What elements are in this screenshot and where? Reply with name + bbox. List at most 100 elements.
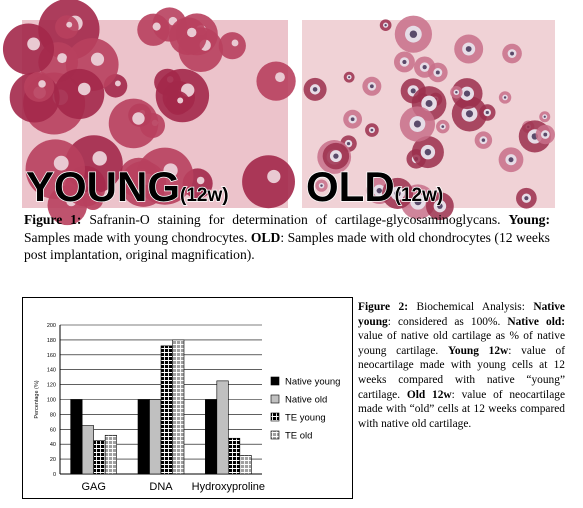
old-label: OLD(12w) xyxy=(306,163,443,210)
lacuna xyxy=(92,151,107,166)
lacuna xyxy=(57,53,68,64)
bar xyxy=(228,437,241,475)
legend-swatch xyxy=(270,376,280,386)
bar xyxy=(149,399,162,475)
lacuna xyxy=(163,163,178,178)
lacuna xyxy=(196,176,205,185)
legend-label: Native old xyxy=(285,395,327,406)
lacuna xyxy=(132,112,145,125)
bar xyxy=(239,455,252,475)
cell-cluster xyxy=(2,23,55,75)
nucleus xyxy=(465,46,472,52)
nucleus xyxy=(437,203,443,209)
caption-text: Young: xyxy=(508,212,551,227)
nucleus xyxy=(485,110,489,115)
bar xyxy=(93,440,106,475)
y-tick-label: 0 xyxy=(53,472,56,478)
nucleus xyxy=(414,198,422,206)
nucleus xyxy=(409,30,418,38)
cell-cluster xyxy=(169,17,207,56)
nucleus xyxy=(384,24,387,27)
cell-cluster xyxy=(136,147,194,205)
y-tick-label: 20 xyxy=(50,457,56,463)
y-tick-label: 140 xyxy=(47,368,56,374)
cell-cluster xyxy=(25,139,85,199)
caption-text: Young 12w xyxy=(447,344,509,357)
lacuna xyxy=(92,195,98,201)
legend-swatch xyxy=(270,394,280,404)
nucleus xyxy=(320,184,323,187)
caption-text: : considered as 100%. xyxy=(387,315,508,328)
caption-text: Safranin-O staining for determination of… xyxy=(81,212,509,227)
lacuna xyxy=(53,155,69,171)
bar xyxy=(160,345,173,475)
nucleus xyxy=(350,117,355,122)
nucleus xyxy=(543,132,548,137)
cell-cluster xyxy=(218,32,246,60)
y-tick-label: 40 xyxy=(50,442,56,448)
lacuna xyxy=(152,22,161,31)
lacuna xyxy=(77,82,91,96)
nucleus xyxy=(370,128,374,132)
caption-text: value of native old cartilage as % of na… xyxy=(358,330,565,357)
nucleus xyxy=(348,76,351,79)
cell-cluster xyxy=(165,90,190,115)
x-tick-label: Hydroxyproline xyxy=(192,481,265,493)
bar xyxy=(216,380,229,475)
lacuna xyxy=(177,97,184,104)
cell-cluster xyxy=(242,155,295,209)
bar xyxy=(137,399,150,475)
bar xyxy=(172,339,185,475)
nucleus xyxy=(543,115,546,118)
nucleus xyxy=(435,70,440,75)
nucleus xyxy=(481,138,486,142)
nucleus xyxy=(312,87,318,92)
bar xyxy=(104,434,117,475)
caption-text: Native young xyxy=(358,301,565,328)
nucleus xyxy=(402,59,407,65)
nucleus xyxy=(376,187,382,194)
caption-text: Biochemical Analysis: xyxy=(408,301,534,313)
lacuna xyxy=(114,80,121,87)
nucleus xyxy=(465,110,474,118)
cell-cluster xyxy=(23,71,55,102)
lacuna xyxy=(267,169,281,184)
caption-text: : value of neocartilage made with young … xyxy=(358,344,565,401)
nucleus xyxy=(369,84,374,89)
caption-text: Samples made with young chondrocytes. xyxy=(24,229,251,245)
legend-label: Native young xyxy=(285,377,340,388)
cell-cluster xyxy=(256,61,296,101)
bar xyxy=(70,399,83,475)
nucleus xyxy=(524,196,529,201)
nucleus xyxy=(441,125,445,128)
lacuna xyxy=(187,27,197,38)
lacuna xyxy=(66,21,73,28)
cell-cluster xyxy=(137,13,170,46)
figure2-caption: Figure 2: Biochemical Analysis: Native y… xyxy=(358,300,565,431)
nucleus xyxy=(455,90,458,94)
caption-text: Native old: xyxy=(507,315,566,328)
legend-swatch xyxy=(270,412,280,422)
y-tick-label: 100 xyxy=(47,398,56,404)
lacuna xyxy=(90,52,105,66)
nucleus xyxy=(410,88,416,94)
caption-text: Figure 2: xyxy=(358,301,409,313)
lacuna xyxy=(27,37,40,51)
y-tick-label: 60 xyxy=(50,427,56,433)
y-tick-label: 80 xyxy=(50,412,56,418)
nucleus xyxy=(346,141,351,146)
nucleus xyxy=(503,96,507,99)
nucleus xyxy=(510,51,515,56)
x-tick-label: DNA xyxy=(149,481,173,493)
caption-text: OLD xyxy=(250,229,281,245)
nucleus xyxy=(394,190,401,197)
cell-cluster xyxy=(55,15,79,39)
nucleus xyxy=(425,100,433,107)
legend-swatch xyxy=(270,430,280,440)
bar xyxy=(81,425,94,475)
caption-text: Figure 1: xyxy=(24,212,82,227)
cell-cluster xyxy=(54,68,105,120)
legend-label: TE old xyxy=(285,431,312,442)
